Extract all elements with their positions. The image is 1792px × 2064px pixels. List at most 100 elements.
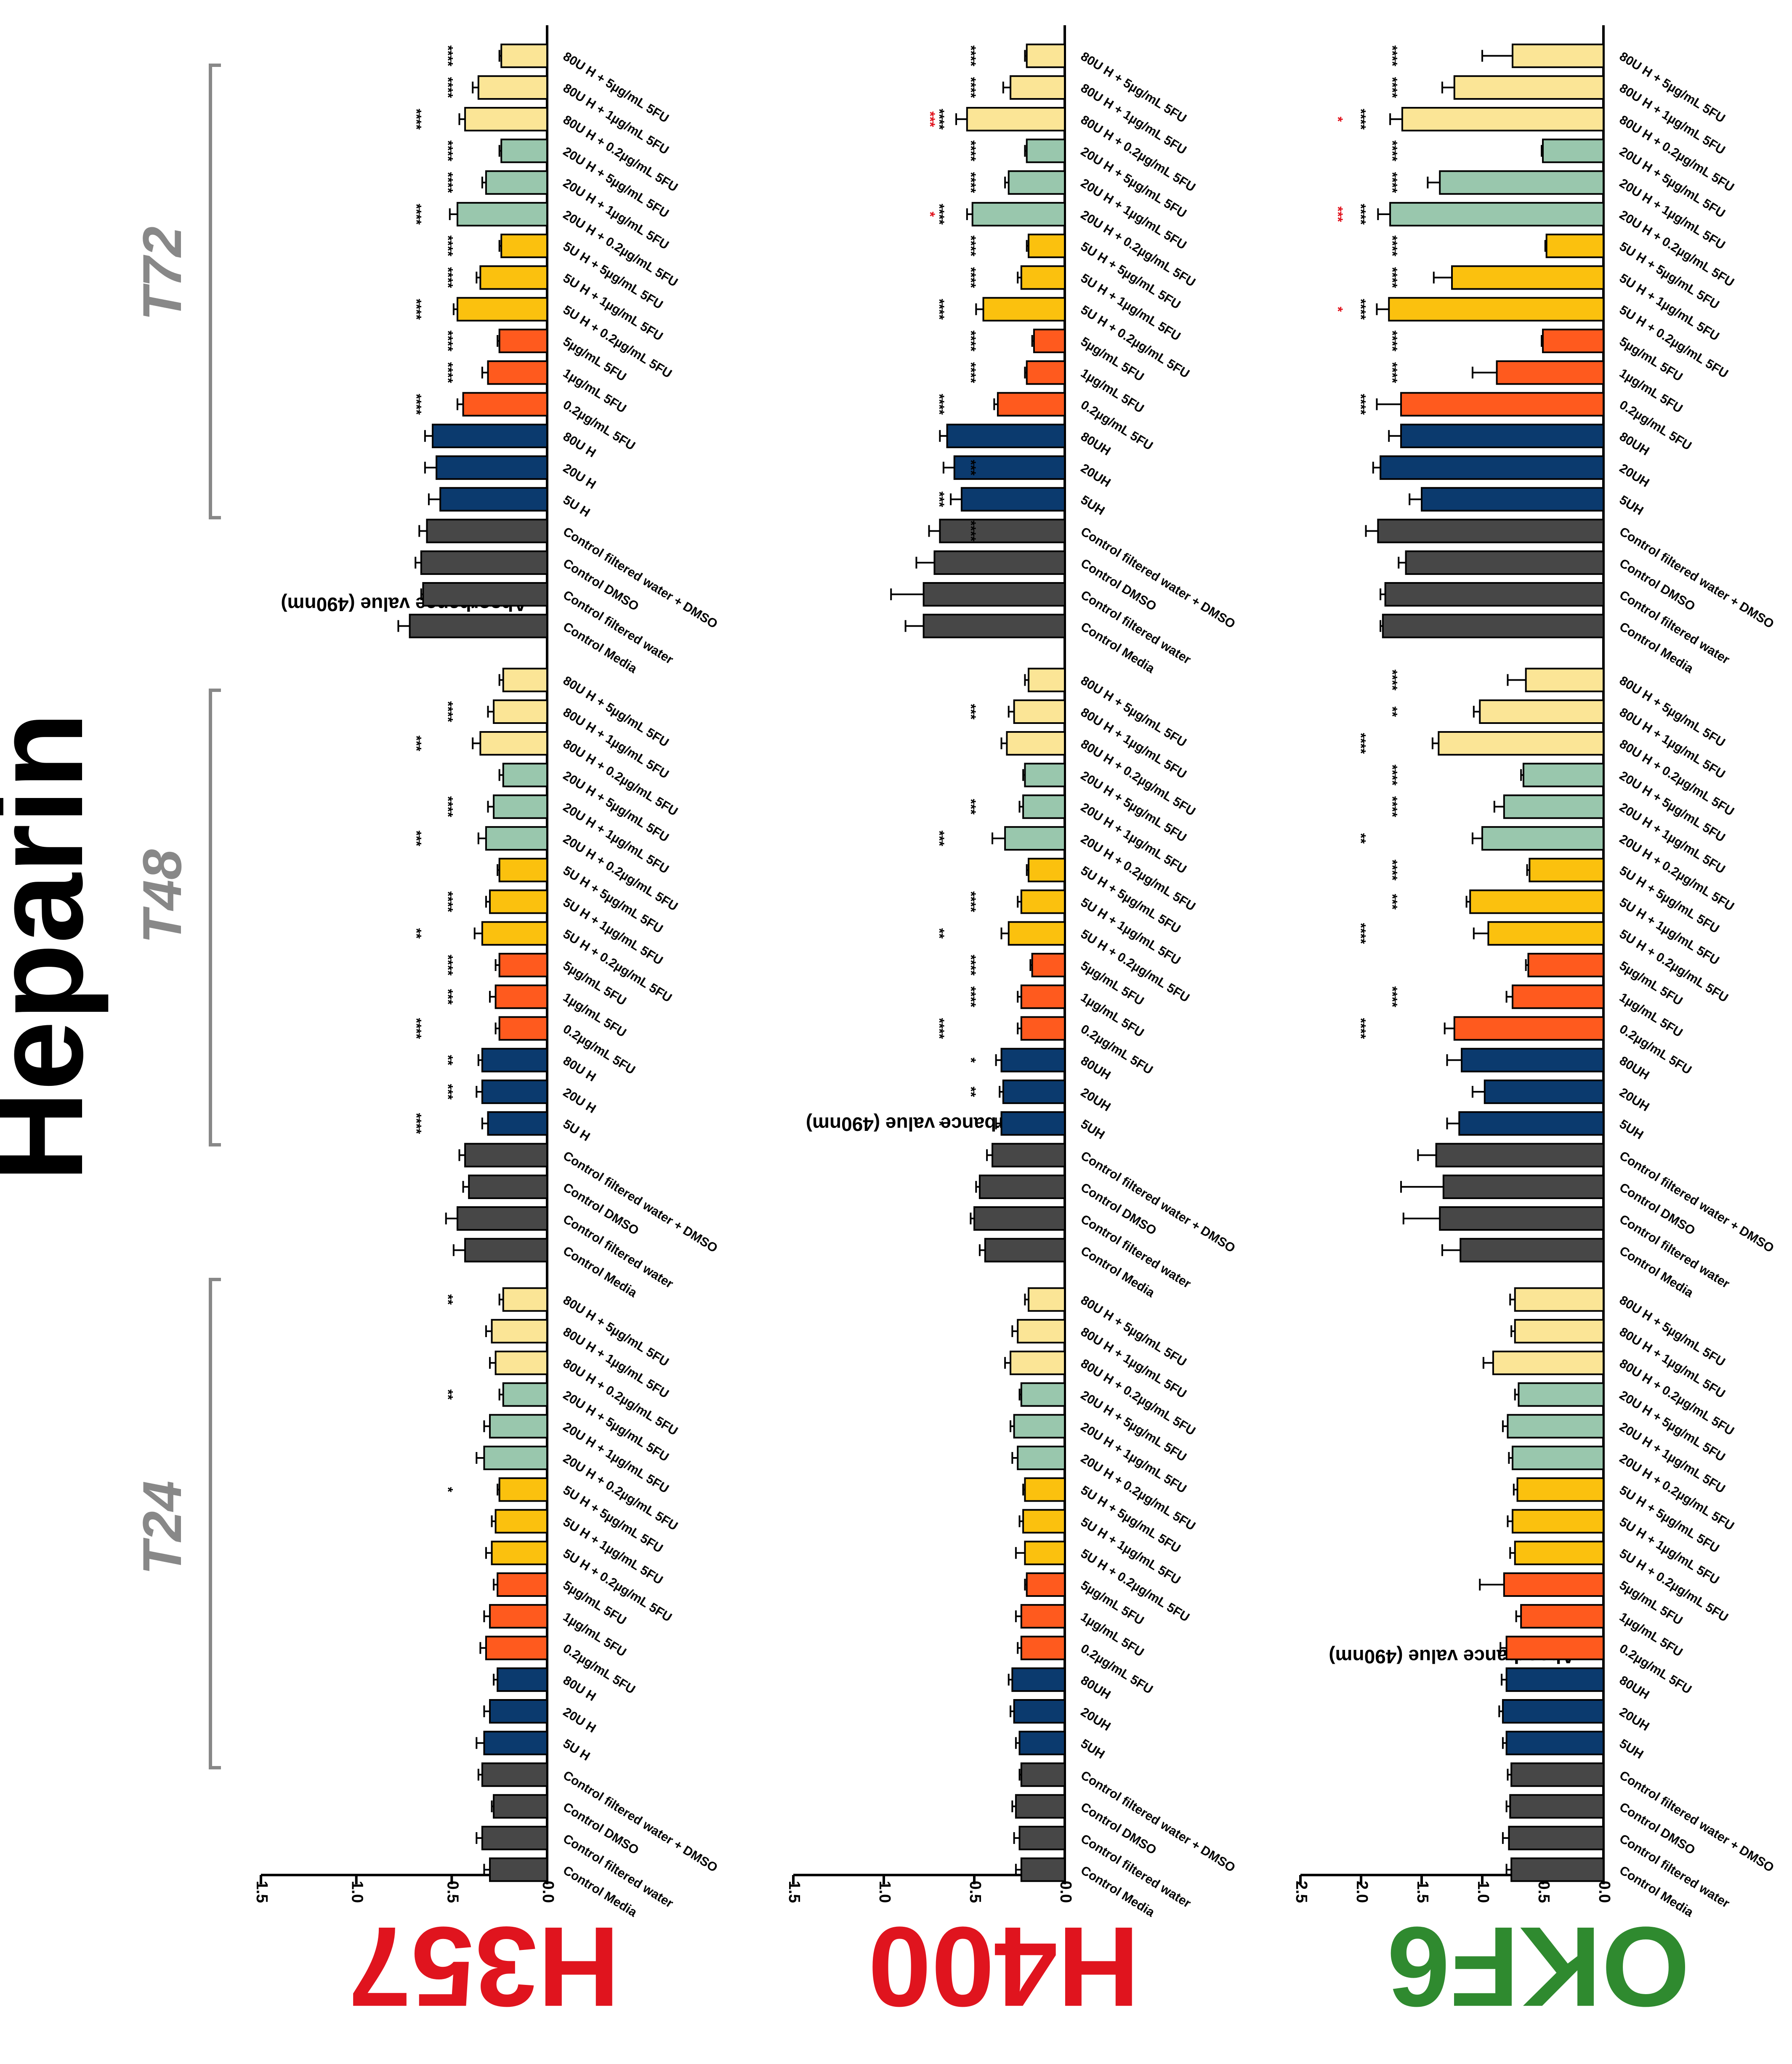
- bar-t48-13: [1004, 826, 1066, 851]
- bar-t24-17: [1017, 1319, 1066, 1343]
- significance-stars: ****: [1385, 986, 1400, 1007]
- significance-stars: ***: [1385, 894, 1400, 910]
- bar-t72-13: [456, 202, 548, 227]
- bar-t24-4: [483, 1731, 548, 1755]
- category-label: 5UH: [1078, 1737, 1107, 1762]
- bar-t48-8: [1020, 984, 1066, 1009]
- bar-t72-10: [982, 297, 1066, 322]
- category-label: 5U H: [561, 1737, 592, 1763]
- bar-t24-11: [1022, 1509, 1066, 1534]
- bar-t48-2: [1442, 1174, 1605, 1199]
- significance-stars: ****: [409, 1018, 424, 1039]
- bar-t72-14: [1439, 170, 1604, 195]
- significance-stars: ****: [963, 330, 978, 351]
- bar-t48-3: [992, 1143, 1066, 1168]
- bar-t72-18: [1026, 43, 1066, 68]
- bar-t72-15: [1542, 138, 1604, 163]
- bar-t72-5: [1380, 455, 1605, 480]
- significance-stars: ****: [1353, 923, 1369, 944]
- bar-t72-4: [439, 487, 548, 512]
- bar-t72-16: [464, 107, 548, 132]
- category-label: 80U H: [561, 1673, 598, 1704]
- significance-stars: ****: [441, 235, 456, 256]
- bar-t24-5: [1502, 1699, 1604, 1724]
- bar-t48-5: [1002, 1079, 1066, 1104]
- significance-stars: *: [963, 1058, 978, 1063]
- bar-t24-4: [1018, 1731, 1066, 1755]
- figure-title: Heparin: [0, 712, 110, 1182]
- time-label-t48: T48: [131, 849, 193, 944]
- cell-line-label-h400: H400: [868, 1903, 1139, 2030]
- category-label: 5UH: [1078, 1117, 1107, 1142]
- category-label: 20UH: [1078, 1705, 1113, 1734]
- significance-stars: ****: [1385, 859, 1400, 880]
- bar-t48-0: [1460, 1238, 1604, 1263]
- bar-t72-12: [1545, 234, 1604, 258]
- significance-stars: ****: [1353, 204, 1369, 225]
- significance-stars: ****: [1385, 235, 1400, 256]
- category-label: 5UH: [1617, 493, 1646, 518]
- bar-t72-11: [1020, 265, 1066, 290]
- bar-t72-17: [1453, 75, 1604, 100]
- bar-t72-3: [1377, 519, 1605, 543]
- bar-t72-16: [1401, 107, 1604, 132]
- category-label: 5UH: [1617, 1117, 1646, 1142]
- significance-stars: ***: [441, 1084, 456, 1100]
- bar-t72-8: [1026, 360, 1066, 385]
- bar-t48-17: [493, 699, 548, 724]
- bar-t48-14: [493, 794, 548, 819]
- significance-stars: ****: [441, 796, 456, 817]
- bar-t72-1: [422, 582, 548, 607]
- bar-t24-7: [1505, 1636, 1605, 1660]
- bar-t48-13: [485, 826, 548, 851]
- bar-t48-3: [1435, 1143, 1605, 1168]
- significance-stars-red: *: [923, 212, 938, 217]
- significance-stars: ****: [441, 891, 456, 912]
- time-label-t72: T72: [131, 226, 193, 321]
- bar-t48-16: [479, 731, 548, 756]
- category-label: 80U H: [561, 1053, 598, 1084]
- bar-t72-2: [420, 550, 548, 575]
- value-axis-tick-label: 1.5: [785, 1881, 803, 1903]
- bar-t48-18: [502, 668, 548, 692]
- bar-t24-15: [502, 1382, 548, 1407]
- value-axis-tick-label: 0.5: [966, 1881, 984, 1903]
- significance-stars: ****: [1353, 1018, 1369, 1039]
- bar-t24-10: [491, 1540, 548, 1565]
- bar-t24-5: [1013, 1699, 1066, 1724]
- significance-stars: ****: [409, 204, 424, 225]
- bar-t48-9: [1527, 952, 1604, 978]
- bar-t72-4: [1421, 487, 1604, 512]
- bar-t24-12: [498, 1477, 548, 1502]
- bar-t48-10: [1487, 921, 1604, 946]
- category-label: 80UH: [1078, 1053, 1113, 1083]
- bar-t72-14: [1008, 170, 1066, 195]
- bar-t48-4: [487, 1111, 548, 1136]
- significance-stars: ***: [963, 460, 978, 476]
- bar-t72-2: [933, 550, 1066, 575]
- bar-t24-18: [1028, 1287, 1066, 1312]
- bar-t72-17: [1010, 75, 1066, 100]
- significance-stars: **: [441, 1389, 456, 1400]
- time-bracket-t48: [209, 689, 221, 1146]
- value-axis-tick-label: 0.0: [1595, 1881, 1613, 1903]
- bar-t24-13: [483, 1445, 548, 1471]
- bar-t24-9: [1503, 1572, 1605, 1597]
- significance-stars: ****: [963, 235, 978, 256]
- bar-t24-9: [1026, 1572, 1066, 1597]
- bar-t48-12: [1028, 858, 1066, 883]
- bar-t48-12: [498, 858, 548, 883]
- category-label: 80UH: [1617, 1673, 1652, 1702]
- category-label: 20U H: [561, 461, 598, 492]
- bar-t72-12: [500, 234, 548, 258]
- bar-t72-1: [1384, 582, 1605, 607]
- significance-stars: ****: [441, 172, 456, 193]
- value-axis-tick-label: 0.5: [444, 1881, 461, 1903]
- significance-stars: ****: [963, 141, 978, 162]
- significance-stars: ****: [1385, 45, 1400, 66]
- bar-t48-18: [1525, 668, 1604, 692]
- category-label: 5UH: [1617, 1737, 1646, 1762]
- significance-stars: ***: [963, 704, 978, 720]
